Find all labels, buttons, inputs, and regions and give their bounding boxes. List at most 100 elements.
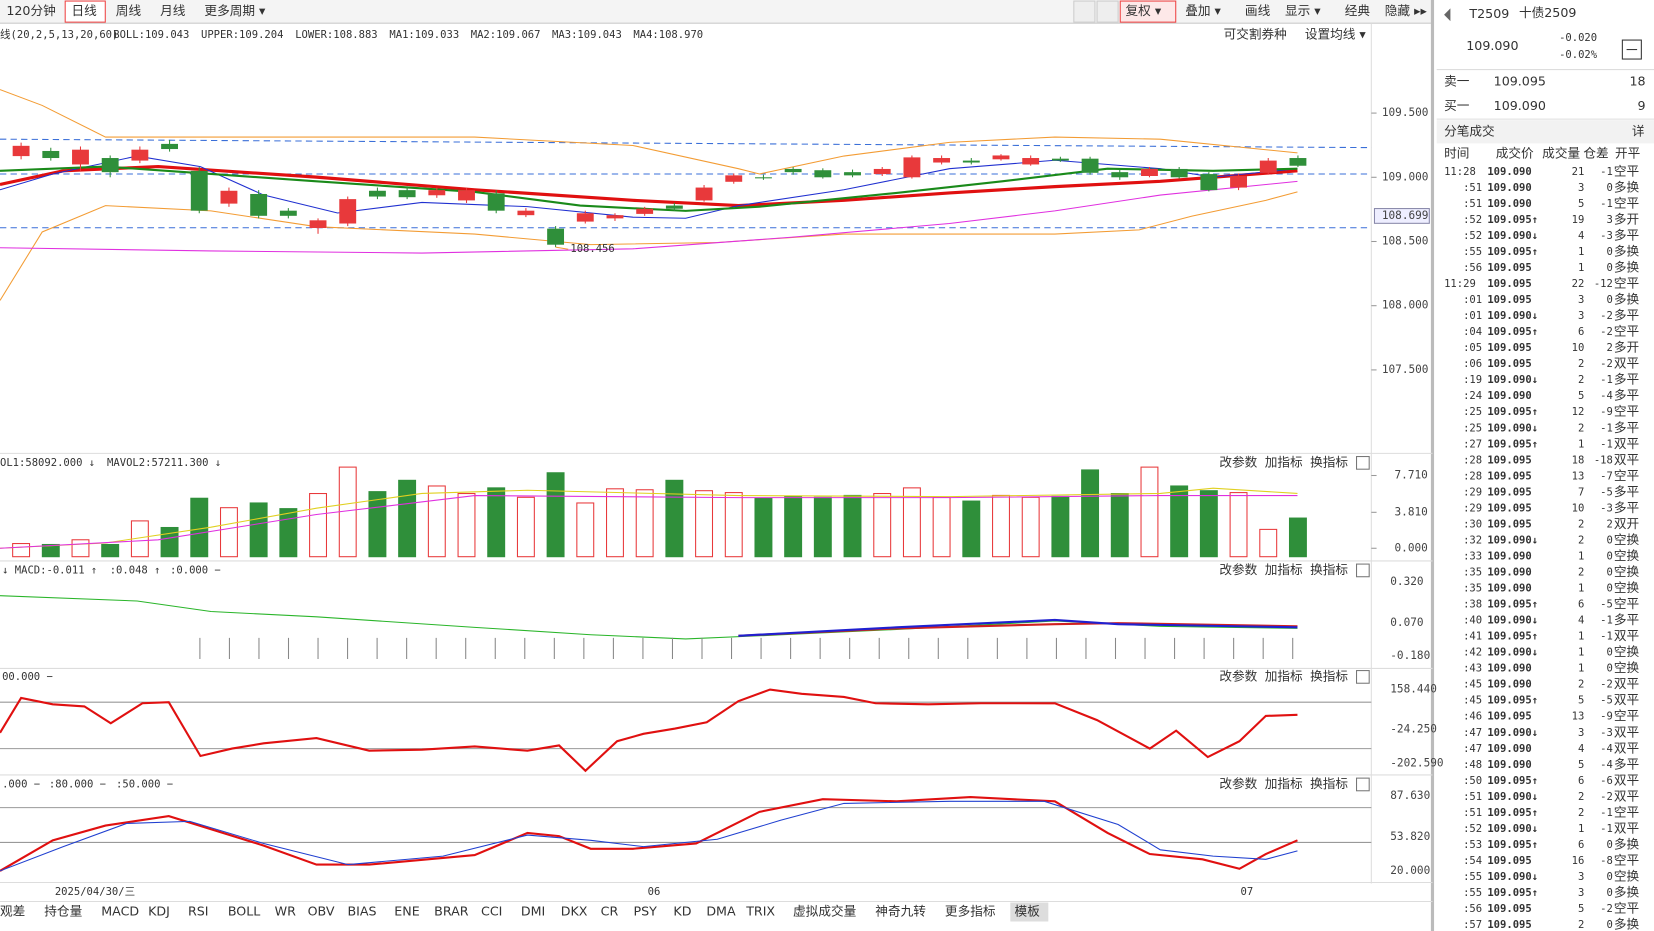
- indicator-tab[interactable]: 神奇九转: [875, 904, 926, 919]
- change: -0.020: [1559, 32, 1597, 44]
- panel-button[interactable]: 改参数: [1219, 668, 1257, 683]
- tool-btn[interactable]: 经典: [1345, 3, 1371, 18]
- volume-bar: [546, 472, 565, 558]
- trade-time: :27: [1463, 438, 1482, 450]
- collapse[interactable]: [1621, 39, 1642, 60]
- close-btn[interactable]: [1356, 563, 1370, 578]
- close-btn[interactable]: [1356, 456, 1370, 470]
- indicator-tab[interactable]: CCI: [481, 904, 502, 919]
- indicator-tab[interactable]: 虚拟成交量: [793, 904, 857, 919]
- tool-btn[interactable]: 隐藏 ▸▸: [1385, 3, 1428, 18]
- indicator-tab[interactable]: BIAS: [347, 904, 376, 919]
- diff: [738, 618, 1298, 637]
- period-tab[interactable]: 更多周期 ▾: [204, 3, 266, 18]
- panel-button[interactable]: 改参数: [1219, 454, 1257, 469]
- indicator-tab[interactable]: BRAR: [434, 904, 469, 919]
- candle-body: [903, 157, 921, 178]
- panel-button[interactable]: 加指标: [1265, 562, 1303, 577]
- trade-vol: 6: [1578, 775, 1584, 787]
- trade-type: 多平: [1614, 308, 1639, 323]
- indicator-tab[interactable]: OBV: [308, 904, 335, 919]
- volume-bar: [1021, 496, 1040, 558]
- candle-body: [1200, 174, 1218, 191]
- trade-oi: -9: [1600, 406, 1613, 418]
- panel-button[interactable]: 换指标: [1310, 668, 1348, 683]
- deliverable[interactable]: 可交割券种: [1224, 26, 1287, 41]
- close-btn[interactable]: [1356, 777, 1370, 792]
- indicator-tab[interactable]: RSI: [188, 904, 209, 919]
- indicator-tab[interactable]: BOLL: [228, 904, 260, 919]
- candle-body: [101, 158, 119, 173]
- indicator-tab[interactable]: 模板: [1015, 904, 1041, 919]
- period-tab[interactable]: 120分钟: [6, 3, 55, 18]
- y-tick-label: 107.500: [1382, 363, 1429, 376]
- trade-vol: 4: [1578, 230, 1584, 242]
- panel-button[interactable]: 加指标: [1265, 454, 1303, 469]
- indicator-tab[interactable]: WR: [275, 904, 297, 919]
- period-tab[interactable]: 周线: [116, 3, 142, 18]
- book-label: 卖一: [1444, 74, 1470, 89]
- indicator-tab[interactable]: KDJ: [148, 904, 170, 919]
- trade-time: :42: [1463, 647, 1482, 659]
- trade-vol: 7: [1578, 486, 1584, 498]
- trade-vol: 3: [1578, 310, 1584, 322]
- indicator-tab[interactable]: ENE: [394, 904, 419, 919]
- trade-type: 空换: [1614, 869, 1640, 884]
- indicator-tab[interactable]: DMA: [706, 904, 736, 919]
- tool-btn[interactable]: 显示 ▾: [1285, 3, 1321, 18]
- nav-left[interactable]: [1444, 8, 1451, 22]
- trade-type: 多平: [1614, 372, 1639, 387]
- panel-button[interactable]: 加指标: [1265, 668, 1303, 683]
- period-tab[interactable]: 日线: [72, 3, 98, 18]
- trade-type: 双平: [1614, 820, 1639, 835]
- set-ma[interactable]: 设置均线 ▾: [1305, 26, 1367, 41]
- trade-oi: 3: [1607, 214, 1613, 226]
- volume-bar: [160, 526, 179, 558]
- tool-btn[interactable]: 复权 ▾: [1126, 3, 1162, 18]
- trade-oi: 0: [1607, 550, 1613, 562]
- period-tab[interactable]: 月线: [160, 3, 186, 18]
- candle-body: [576, 213, 594, 222]
- indicator-tab[interactable]: TRIX: [745, 904, 775, 919]
- trade-price: 109.095↑: [1487, 839, 1538, 851]
- panel-button[interactable]: 换指标: [1310, 776, 1348, 791]
- panel-legend: 00.000 −: [2, 671, 53, 683]
- close-btn[interactable]: [1356, 670, 1370, 684]
- trade-type: 多平: [1614, 500, 1639, 515]
- trade-vol: 22: [1572, 278, 1585, 290]
- trade-type: 多换: [1614, 917, 1640, 931]
- panel-button[interactable]: 换指标: [1310, 562, 1348, 577]
- indicator-tab[interactable]: DMI: [521, 904, 545, 919]
- pct: -0.02%: [1559, 49, 1598, 61]
- indicator-tab[interactable]: DKX: [561, 904, 588, 919]
- panel-button[interactable]: 换指标: [1310, 454, 1348, 469]
- low-arrow: [555, 246, 569, 250]
- boll-upper: [0, 89, 1298, 175]
- trade-time: :48: [1463, 759, 1482, 771]
- trade-type: 多平: [1614, 227, 1639, 242]
- tool-btn[interactable]: 叠加 ▾: [1185, 3, 1221, 18]
- panel-button[interactable]: 改参数: [1219, 776, 1257, 791]
- indicator-tab[interactable]: 观差: [0, 904, 25, 919]
- detail[interactable]: 详: [1632, 123, 1645, 138]
- zoom-btn[interactable]: [1096, 0, 1119, 23]
- panel-button[interactable]: 改参数: [1219, 562, 1257, 577]
- indicator-tab[interactable]: 更多指标: [945, 904, 996, 919]
- indicator-tab[interactable]: PSY: [634, 904, 658, 919]
- candle-body: [1259, 160, 1277, 173]
- ma2: [0, 165, 1298, 212]
- tool-btn[interactable]: 画线: [1245, 3, 1271, 18]
- trade-price: 109.095↑: [1487, 887, 1538, 899]
- indicator-tab[interactable]: KD: [673, 904, 691, 919]
- panel-button[interactable]: 加指标: [1265, 776, 1303, 791]
- indicator-tab[interactable]: 持仓量: [44, 904, 82, 919]
- trade-time: :40: [1463, 615, 1482, 627]
- indicator-tab[interactable]: CR: [601, 904, 619, 919]
- trade-vol: 4: [1578, 743, 1584, 755]
- trade-vol: 3: [1578, 727, 1584, 739]
- trade-price: 109.095: [1487, 342, 1531, 354]
- trade-price: 109.090: [1487, 390, 1531, 402]
- zoom-btn[interactable]: [1073, 0, 1096, 23]
- indicator-tab[interactable]: MACD: [101, 904, 139, 919]
